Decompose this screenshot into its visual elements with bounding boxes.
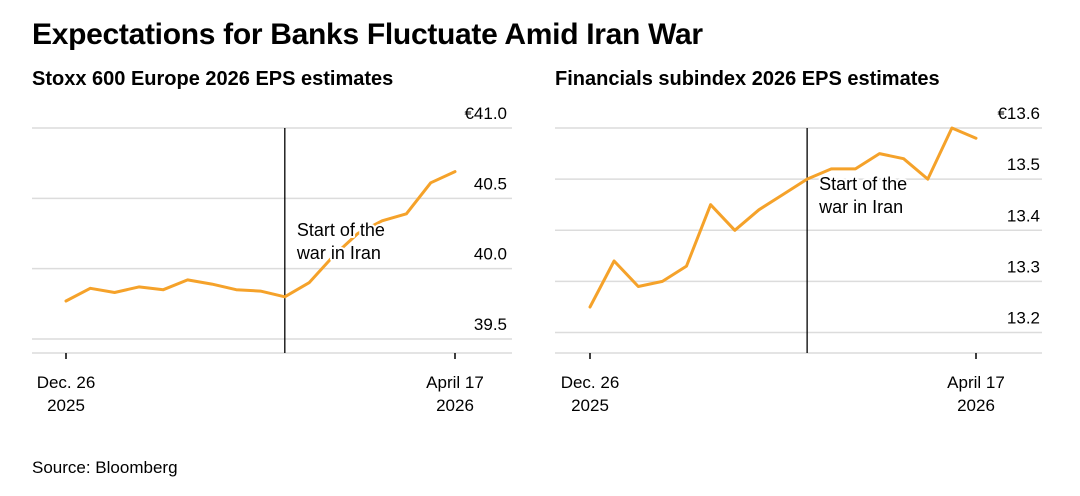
left-y-tick-label: 40.0 <box>474 245 507 264</box>
right-event-label: war in Iran <box>818 197 903 217</box>
right-x-tick-label: Dec. 26 <box>561 373 620 392</box>
left-chart-title: Stoxx 600 Europe 2026 EPS estimates <box>32 68 394 90</box>
chart-title: Expectations for Banks Fluctuate Amid Ir… <box>32 18 703 51</box>
right-x-tick-label: April 17 <box>947 373 1005 392</box>
left-event-label: war in Iran <box>296 243 381 263</box>
left-x-tick-label: April 17 <box>426 373 484 392</box>
right-chart-title: Financials subindex 2026 EPS estimates <box>555 68 940 90</box>
left-event-label: Start of the <box>297 220 385 240</box>
right-y-tick-label: €13.6 <box>997 104 1040 123</box>
left-x-tick-label: Dec. 26 <box>37 373 96 392</box>
source-note: Source: Bloomberg <box>32 458 178 477</box>
right-x-tick-label: 2026 <box>957 396 995 415</box>
left-y-tick-label: €41.0 <box>464 104 507 123</box>
left-y-tick-label: 39.5 <box>474 315 507 334</box>
right-x-tick-label: 2025 <box>571 396 609 415</box>
right-event-label: Start of the <box>819 174 907 194</box>
right-y-tick-label: 13.3 <box>1007 257 1040 276</box>
right-y-tick-label: 13.4 <box>1007 206 1040 225</box>
right-series-line <box>588 126 978 309</box>
left-y-tick-label: 40.5 <box>474 174 507 193</box>
right-y-tick-label: 13.2 <box>1007 309 1040 328</box>
right-y-tick-label: 13.5 <box>1007 155 1040 174</box>
left-series-line <box>64 170 457 303</box>
left-x-tick-label: 2025 <box>47 396 85 415</box>
left-x-tick-label: 2026 <box>436 396 474 415</box>
